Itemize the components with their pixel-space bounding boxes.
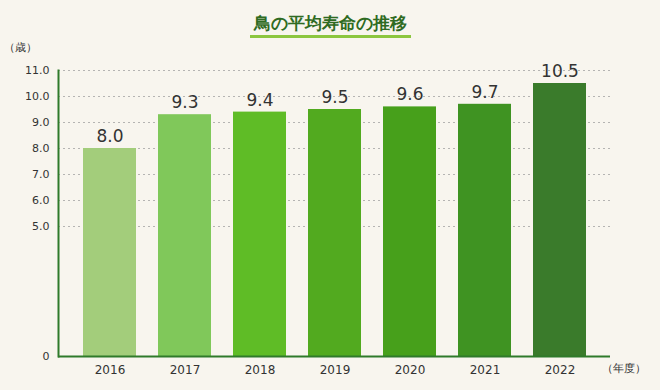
svg-text:8.0: 8.0 xyxy=(96,126,123,146)
svg-text:9.0: 9.0 xyxy=(32,116,50,129)
svg-text:2017: 2017 xyxy=(170,363,201,377)
svg-text:9.3: 9.3 xyxy=(171,92,198,112)
svg-text:2022: 2022 xyxy=(545,363,576,377)
svg-text:10.0: 10.0 xyxy=(25,90,50,103)
html-text:鳥の平均寿命の推移: 鳥の平均寿命の推移 xyxy=(253,13,407,33)
svg-text:9.4: 9.4 xyxy=(246,90,273,110)
svg-text:9.6: 9.6 xyxy=(396,84,423,104)
svg-text:2021: 2021 xyxy=(470,363,501,377)
svg-text:9.7: 9.7 xyxy=(471,82,498,102)
svg-text:8.0: 8.0 xyxy=(32,142,50,155)
svg-text:9.5: 9.5 xyxy=(321,87,348,107)
svg-text:2020: 2020 xyxy=(395,363,426,377)
svg-text:5.0: 5.0 xyxy=(32,220,50,233)
svg-text:2019: 2019 xyxy=(320,363,351,377)
svg-text:2016: 2016 xyxy=(95,363,126,377)
svg-text:7.0: 7.0 xyxy=(32,168,50,181)
svg-text:6.0: 6.0 xyxy=(32,194,50,207)
svg-text:11.0: 11.0 xyxy=(25,64,50,77)
svg-text:（歳）: （歳） xyxy=(4,41,37,54)
svg-text:2018: 2018 xyxy=(245,363,276,377)
html-text:（年度）: （年度） xyxy=(602,362,646,375)
svg-text:10.5: 10.5 xyxy=(541,61,579,81)
svg-text:0: 0 xyxy=(43,350,50,363)
